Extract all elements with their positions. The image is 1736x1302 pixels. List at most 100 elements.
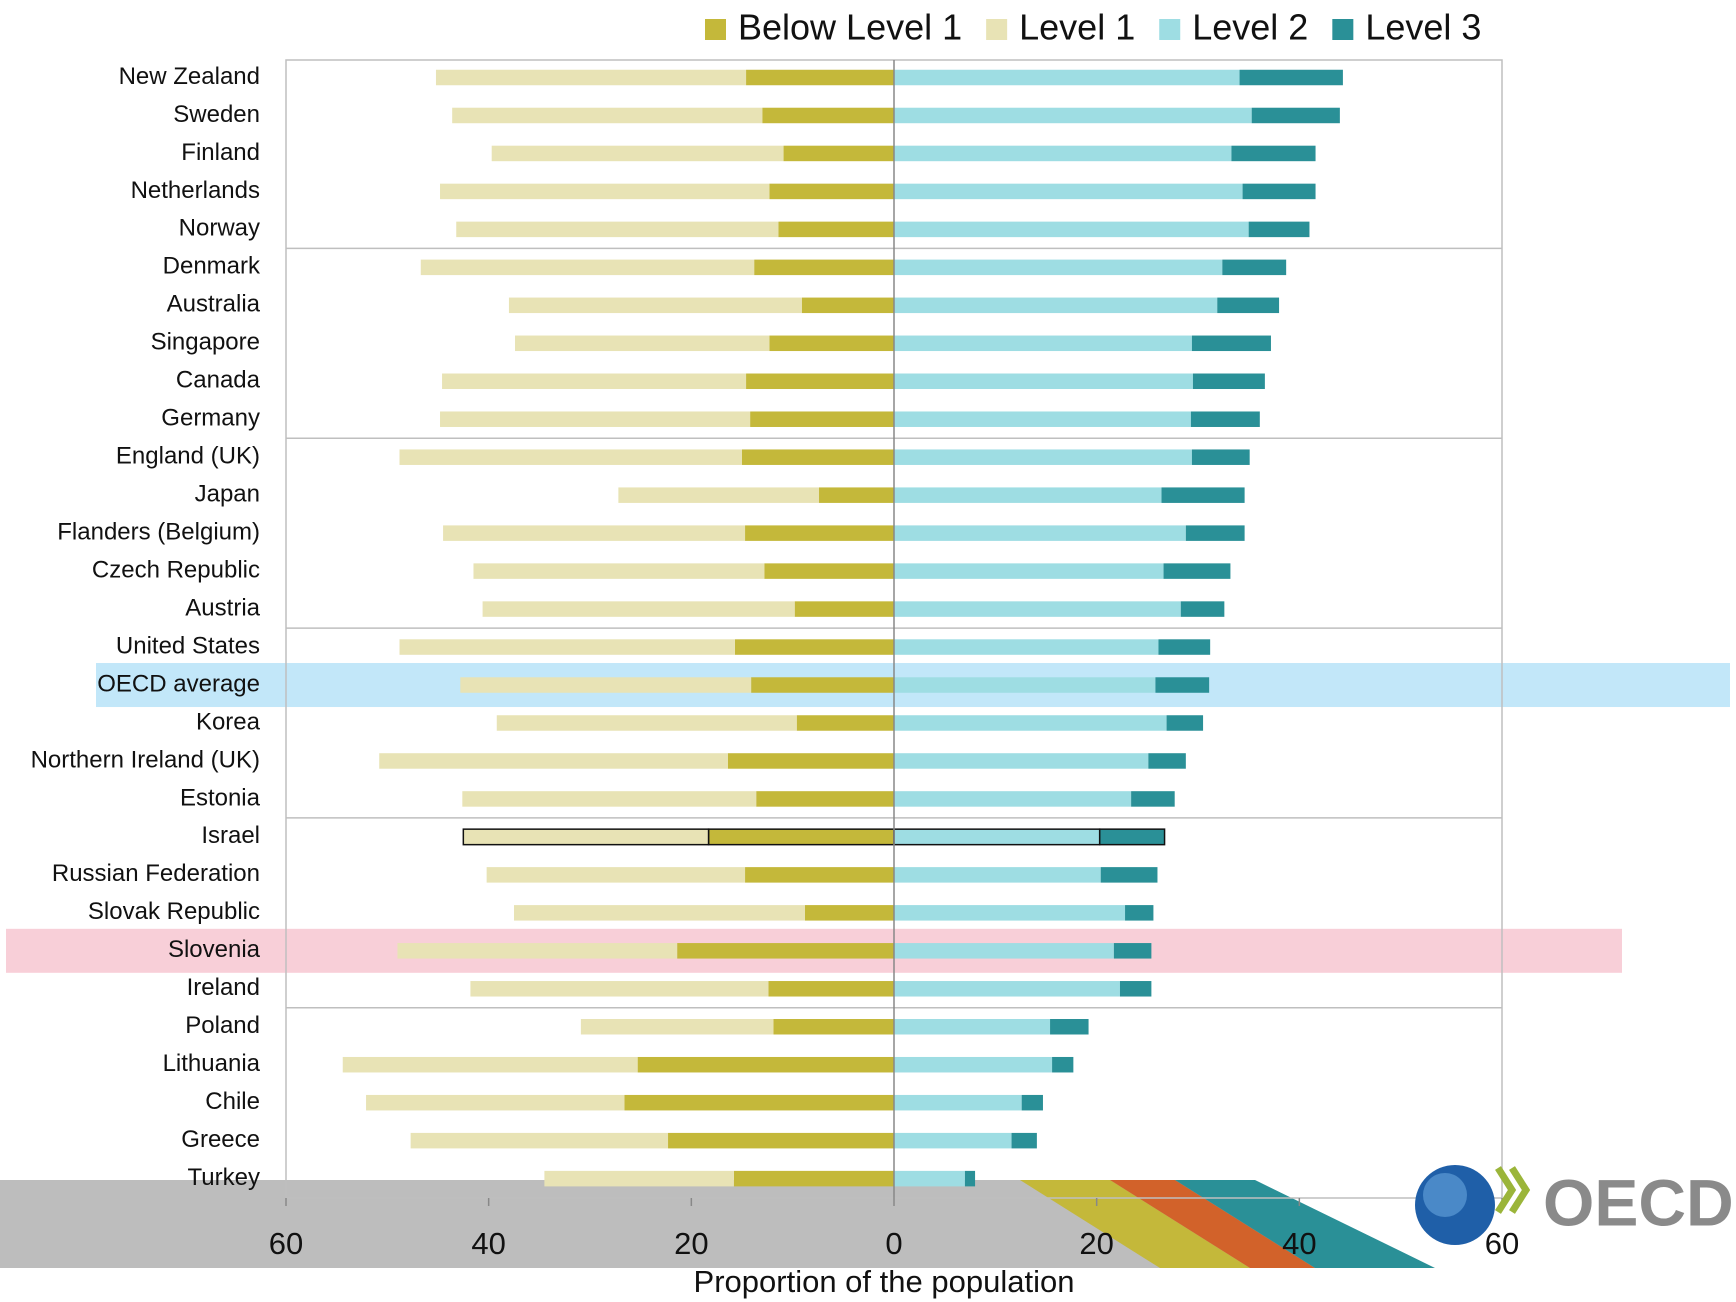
bar-segment [894, 183, 1243, 200]
stripe [1175, 1180, 1435, 1268]
bar-segment [624, 1094, 894, 1111]
legend-label: Level 3 [1365, 7, 1481, 48]
bar-segment [1191, 335, 1271, 352]
legend-label: Level 2 [1192, 7, 1308, 48]
y-tick-label: Russian Federation [52, 860, 260, 887]
bar-segment [1217, 297, 1280, 314]
legend-label: Below Level 1 [738, 7, 962, 48]
bar-segment [894, 715, 1167, 731]
bar-segment [1100, 867, 1158, 883]
y-tick-label: Australia [167, 291, 261, 318]
bar-segment [618, 487, 820, 503]
grey-band [0, 1180, 1390, 1268]
x-tick-label: 40 [471, 1226, 505, 1261]
y-tick-label: Flanders (Belgium) [57, 518, 260, 545]
y-tick-label: England (UK) [116, 443, 260, 470]
bar-segment [746, 69, 894, 86]
decor-band [0, 1180, 1435, 1268]
bar-segment [1185, 525, 1245, 541]
bar-segment [456, 221, 779, 238]
bar-segment [894, 145, 1232, 162]
bar-segment [894, 753, 1149, 769]
x-tick-label: 20 [674, 1226, 708, 1261]
y-tick-label: Austria [185, 594, 260, 621]
bar-segment [756, 791, 894, 807]
bar-segment [410, 1132, 669, 1149]
y-tick-label: Slovak Republic [88, 898, 260, 925]
bar-segment [515, 335, 770, 352]
bar-segment [1251, 107, 1340, 124]
bar-segment [399, 639, 735, 655]
bar-segment [773, 1019, 894, 1035]
bar-segment [769, 183, 894, 200]
bar-segment [397, 943, 678, 959]
bar-segment [435, 69, 747, 86]
bar-segment [1192, 373, 1265, 390]
bar-segment [486, 867, 746, 883]
bar-segment [399, 449, 742, 465]
bar-segment [796, 715, 894, 731]
bar-segment [894, 563, 1164, 579]
bar-segment [894, 867, 1101, 883]
bar-segment [496, 715, 797, 731]
y-tick-label: Finland [181, 139, 260, 166]
bar-segment [342, 1056, 638, 1073]
legend-label: Level 1 [1019, 7, 1135, 48]
y-tick-label: New Zealand [119, 63, 260, 90]
bar-segment [677, 943, 894, 959]
stripe [1020, 1180, 1250, 1268]
bar-segment [754, 259, 894, 276]
bar-segment [1011, 1132, 1037, 1149]
bar-segment [783, 145, 894, 162]
bar-segment [894, 639, 1159, 655]
bar-segment [442, 373, 747, 390]
bar-segment [1119, 981, 1152, 997]
bar-segment [794, 601, 894, 617]
bar-segment [1161, 487, 1245, 503]
bar-segment [1242, 183, 1316, 200]
bar-segment [443, 525, 746, 541]
bar-segment [1155, 677, 1210, 693]
bar-segment [733, 1170, 894, 1187]
logo-chevrons [1495, 1166, 1531, 1214]
y-tick-label: Netherlands [131, 177, 260, 204]
y-tick-label: Denmark [163, 253, 261, 280]
y-tick-label: Singapore [151, 329, 260, 356]
bar-segment [482, 601, 795, 617]
y-tick-label: Korea [196, 708, 261, 735]
bar-segment [894, 1132, 1012, 1149]
bar-segment [544, 1170, 734, 1187]
bar-segment [508, 297, 802, 314]
x-tick-label: 0 [885, 1226, 902, 1261]
bar-segment [637, 1056, 894, 1073]
bar-segment [727, 753, 894, 769]
legend-swatch [986, 19, 1008, 40]
bar-segment [764, 563, 894, 579]
legend-swatch [1332, 19, 1354, 40]
bar-segment [801, 297, 894, 314]
bar-segment [804, 905, 894, 921]
bar-segment [734, 639, 894, 655]
x-tick-label: 60 [269, 1226, 303, 1261]
bar-segment [819, 487, 894, 503]
bar-segment [746, 373, 894, 390]
bar-segment [1158, 639, 1211, 655]
bar-segment [420, 259, 755, 276]
bar-segment [1050, 1019, 1089, 1035]
y-tick-label: OECD average [97, 670, 260, 697]
bar-segment [514, 905, 805, 921]
bar-segment [745, 525, 894, 541]
bar-segment [580, 1019, 774, 1035]
bar-segment [470, 981, 769, 997]
y-tick-label: Turkey [188, 1164, 260, 1191]
x-tick-label: 40 [1282, 1226, 1316, 1261]
y-tick-label: Czech Republic [92, 556, 260, 583]
bar-segment [440, 183, 770, 200]
bar-segment [491, 145, 784, 162]
bar-segment [894, 69, 1240, 86]
legend-swatch [705, 19, 726, 40]
bar-segment [894, 1056, 1053, 1073]
bar-segment [473, 563, 765, 579]
bar-segment [894, 411, 1191, 427]
bar-segment [460, 677, 752, 693]
